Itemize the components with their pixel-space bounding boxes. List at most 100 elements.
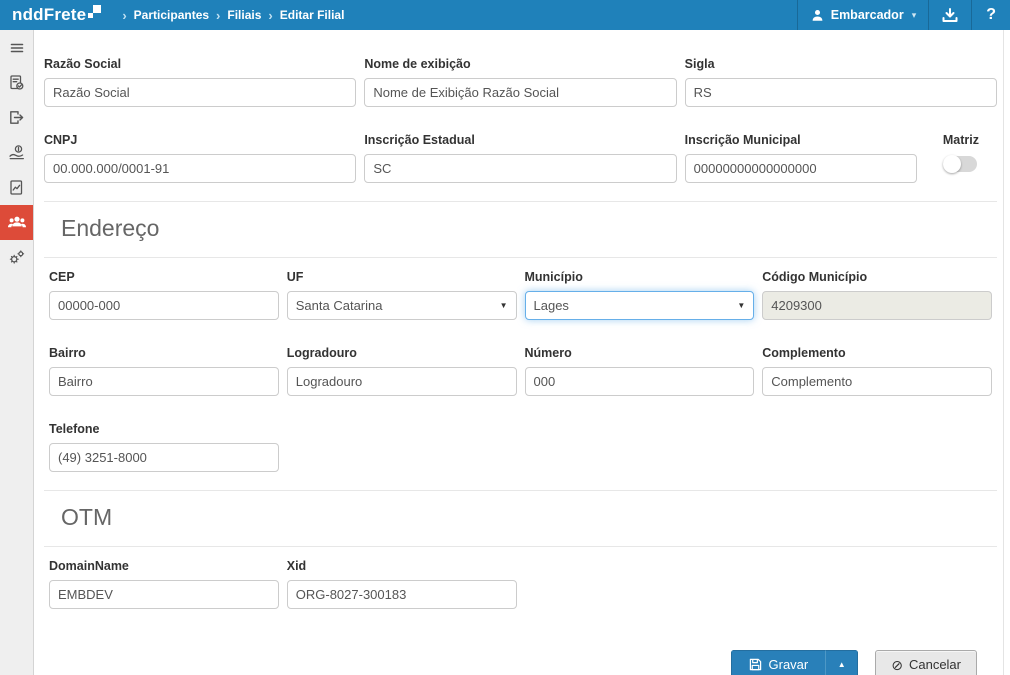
select-caret-icon: ▼ — [737, 301, 746, 310]
main-content: Razão Social Nome de exibição Sigla CNPJ… — [34, 30, 1010, 675]
numero-label: Número — [524, 346, 572, 360]
chevron-right-icon: › — [122, 7, 127, 23]
sigla-input[interactable] — [684, 78, 997, 107]
complemento-label: Complemento — [762, 346, 846, 360]
gravar-button[interactable]: Gravar — [730, 650, 826, 675]
gravar-button-label: Gravar — [768, 657, 809, 672]
inscricao-municipal-input[interactable] — [684, 154, 917, 183]
field-complemento: Complemento — [762, 346, 992, 396]
user-menu-label: Embarcador — [830, 8, 904, 22]
xid-input[interactable] — [286, 580, 517, 609]
toggle-knob — [942, 155, 961, 173]
clipboard-check-icon — [8, 74, 25, 91]
cep-label: CEP — [49, 270, 75, 284]
menu-icon — [9, 40, 25, 56]
users-group-icon — [7, 214, 27, 231]
domain-name-input[interactable] — [49, 580, 279, 609]
numero-input[interactable] — [524, 367, 755, 396]
matriz-label: Matriz — [942, 133, 979, 147]
cancelar-button-label: Cancelar — [908, 657, 961, 672]
inscricao-estadual-input[interactable] — [364, 154, 677, 183]
field-cnpj: CNPJ — [44, 133, 357, 183]
select-caret-icon: ▼ — [499, 301, 508, 310]
chevron-down-icon: ▾ — [911, 9, 917, 20]
breadcrumb-filiais[interactable]: Filiais — [227, 8, 262, 22]
gears-icon — [8, 249, 26, 266]
codigo-municipio-label: Código Município — [762, 270, 868, 284]
uf-label: UF — [286, 270, 304, 284]
report-chart-icon — [8, 179, 25, 196]
download-button[interactable] — [928, 0, 971, 30]
chevron-right-icon: › — [216, 7, 221, 23]
save-icon — [749, 658, 762, 671]
help-button[interactable]: ? — [971, 0, 1010, 30]
telefone-label: Telefone — [49, 422, 100, 436]
xid-label: Xid — [286, 559, 307, 573]
app-logo-mark-icon — [88, 5, 102, 18]
scrollbar[interactable] — [1003, 30, 1010, 675]
field-inscricao-municipal: Inscrição Municipal — [684, 133, 917, 183]
sidebar-item-menu[interactable] — [0, 30, 33, 65]
help-icon: ? — [986, 6, 996, 23]
complemento-input[interactable] — [762, 367, 992, 396]
cancel-icon: ⊘ — [891, 656, 903, 673]
money-hand-icon — [8, 144, 26, 161]
endereco-section-title: Endereço — [44, 215, 997, 258]
section-divider — [44, 201, 997, 202]
domain-name-label: DomainName — [49, 559, 129, 573]
logradouro-label: Logradouro — [286, 346, 357, 360]
bairro-input[interactable] — [49, 367, 279, 396]
field-bairro: Bairro — [49, 346, 279, 396]
field-codigo-municipio: Código Município — [762, 270, 992, 320]
section-divider — [44, 490, 997, 491]
sidebar-item-participants[interactable] — [0, 205, 33, 240]
telefone-input[interactable] — [49, 443, 279, 472]
app-logo[interactable]: nddFrete — [12, 4, 102, 26]
caret-up-icon: ▲ — [837, 660, 846, 669]
municipio-selected-value: Lages — [533, 298, 569, 313]
uf-select[interactable]: Santa Catarina ▼ — [286, 291, 517, 320]
field-xid: Xid — [286, 559, 517, 609]
inscricao-estadual-label: Inscrição Estadual — [364, 133, 475, 147]
field-razao-social: Razão Social — [44, 57, 357, 107]
breadcrumb: › Participantes › Filiais › Editar Filia… — [115, 8, 344, 23]
sidebar-item-payments[interactable] — [0, 135, 33, 170]
uf-selected-value: Santa Catarina — [295, 298, 383, 313]
user-menu-button[interactable]: Embarcador ▾ — [796, 0, 928, 30]
sidebar-item-reports[interactable] — [0, 170, 33, 205]
matriz-toggle[interactable] — [942, 155, 977, 173]
logradouro-input[interactable] — [286, 367, 517, 396]
municipio-select[interactable]: Lages ▼ — [524, 291, 755, 320]
cancelar-button[interactable]: ⊘ Cancelar — [875, 650, 977, 675]
app-logo-text: nddFrete — [12, 5, 87, 24]
bairro-label: Bairro — [49, 346, 86, 360]
field-numero: Número — [524, 346, 755, 396]
field-sigla: Sigla — [684, 57, 997, 107]
gravar-split-button: Gravar ▲ — [730, 650, 859, 675]
sidebar-item-documents[interactable] — [0, 65, 33, 100]
user-icon — [810, 8, 825, 23]
nome-exibicao-input[interactable] — [364, 78, 677, 107]
download-icon — [941, 7, 959, 23]
sidebar-item-settings[interactable] — [0, 240, 33, 275]
field-municipio: Município Lages ▼ — [524, 270, 755, 320]
cnpj-label: CNPJ — [44, 133, 78, 147]
razao-social-label: Razão Social — [44, 57, 122, 71]
cnpj-input[interactable] — [44, 154, 357, 183]
field-telefone: Telefone — [49, 422, 279, 472]
breadcrumb-editar-filial: Editar Filial — [279, 8, 345, 22]
sidebar — [0, 30, 34, 675]
codigo-municipio-input — [762, 291, 992, 320]
field-cep: CEP — [49, 270, 279, 320]
razao-social-input[interactable] — [44, 78, 357, 107]
gravar-dropdown-toggle[interactable]: ▲ — [825, 650, 859, 675]
breadcrumb-participantes[interactable]: Participantes — [133, 8, 210, 22]
otm-section-title: OTM — [44, 504, 997, 547]
export-arrow-icon — [8, 109, 25, 126]
municipio-label: Município — [524, 270, 583, 284]
cep-input[interactable] — [49, 291, 279, 320]
nome-exibicao-label: Nome de exibição — [364, 57, 471, 71]
sidebar-item-export[interactable] — [0, 100, 33, 135]
field-nome-exibicao: Nome de exibição — [364, 57, 677, 107]
inscricao-municipal-label: Inscrição Municipal — [684, 133, 801, 147]
